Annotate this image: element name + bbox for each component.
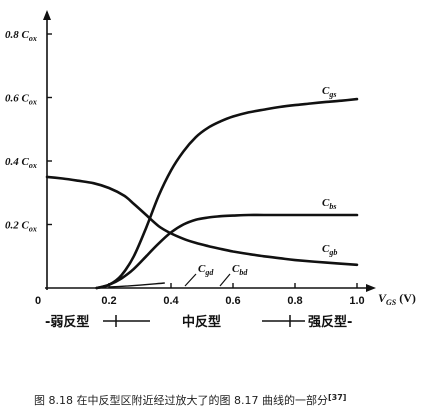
cgb-curve [45,175,359,267]
x-tick-label: 0 [35,295,41,307]
annotation-leader [219,273,231,287]
y-tick-label: 0.6 Cox [5,93,37,107]
x-ticks: 0 0.2 0.4 0.6 0.8 1.0 [35,283,365,307]
y-tick-label: 0.2 Cox [5,220,37,234]
annotation-leader [184,273,197,287]
y-axis-arrow [43,10,51,20]
cgb-label: Cgb [322,243,337,257]
x-axis-label: VGS (V) [378,291,416,307]
inversion-region-row: -弱反型 中反型 强反型- [45,314,352,330]
x-tick-label: 0.6 [225,295,240,307]
cgs-label: Cgs [322,85,336,99]
y-tick-label: 0.8 Cox [5,29,37,43]
cgd-label: Cgd [198,263,214,277]
cbs-label: Cbs [322,197,336,211]
cgs-curve [95,97,359,290]
y-ticks: 0.2 Cox 0.4 Cox 0.6 Cox 0.8 Cox [5,29,52,234]
moderate-inversion-label: 中反型 [182,314,221,330]
y-tick-label: 0.4 Cox [5,156,37,170]
annotations: Cgd Cbd [108,263,248,288]
x-tick-label: 1.0 [349,295,364,307]
series-lines [45,97,359,290]
cgd-curve [108,282,165,288]
region-divider-lines [103,315,305,327]
cbd-label: Cbd [232,263,248,277]
x-tick-label: 0.2 [101,295,116,307]
x-tick-label: 0.8 [287,295,302,307]
strong-inversion-label: 强反型- [308,314,352,330]
series-labels: Cgs Cbs Cgb [322,85,337,257]
weak-inversion-label: -弱反型 [45,314,89,330]
x-tick-label: 0.4 [163,295,179,307]
x-axis-arrow [366,284,376,292]
cbs-curve [95,213,359,290]
figure-caption: 图 8.18 在中反型区附近经过放大了的图 8.17 曲线的一部分[37] [34,393,346,407]
